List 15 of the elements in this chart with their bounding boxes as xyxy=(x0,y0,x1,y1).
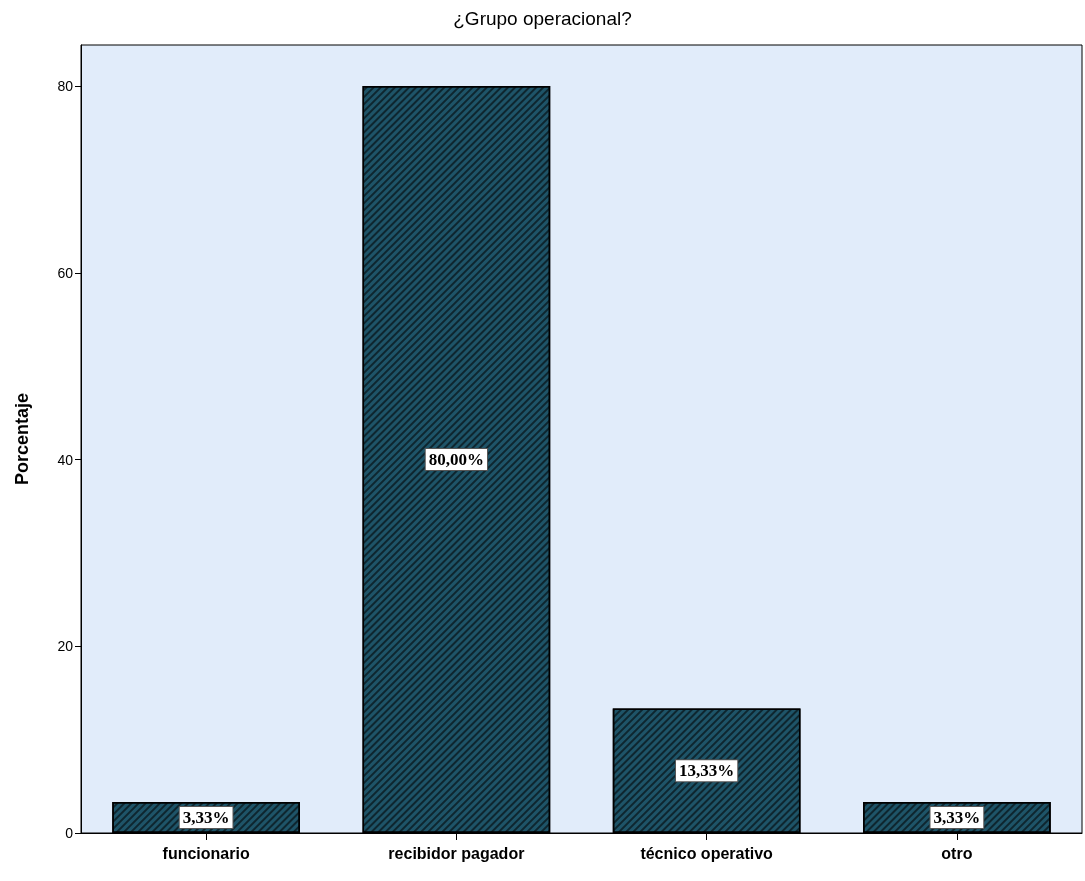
x-tick-label: recibidor pagador xyxy=(388,844,525,862)
y-tick-label: 0 xyxy=(65,825,74,841)
y-tick-label: 80 xyxy=(57,78,74,95)
data-label: 3,33% xyxy=(933,807,981,827)
chart-title: ¿Grupo operacional? xyxy=(453,8,632,29)
data-label: 3,33% xyxy=(182,807,230,827)
data-label: 13,33% xyxy=(679,761,735,781)
y-tick-label: 40 xyxy=(57,451,74,468)
y-tick-label: 60 xyxy=(57,264,74,281)
data-label: 80,00% xyxy=(428,450,484,470)
x-tick-label: técnico operativo xyxy=(640,844,774,862)
x-tick-label: otro xyxy=(941,844,973,862)
y-axis-title: Porcentaje xyxy=(12,392,32,486)
y-tick-label: 20 xyxy=(57,638,74,655)
x-tick-label: funcionario xyxy=(162,844,250,862)
